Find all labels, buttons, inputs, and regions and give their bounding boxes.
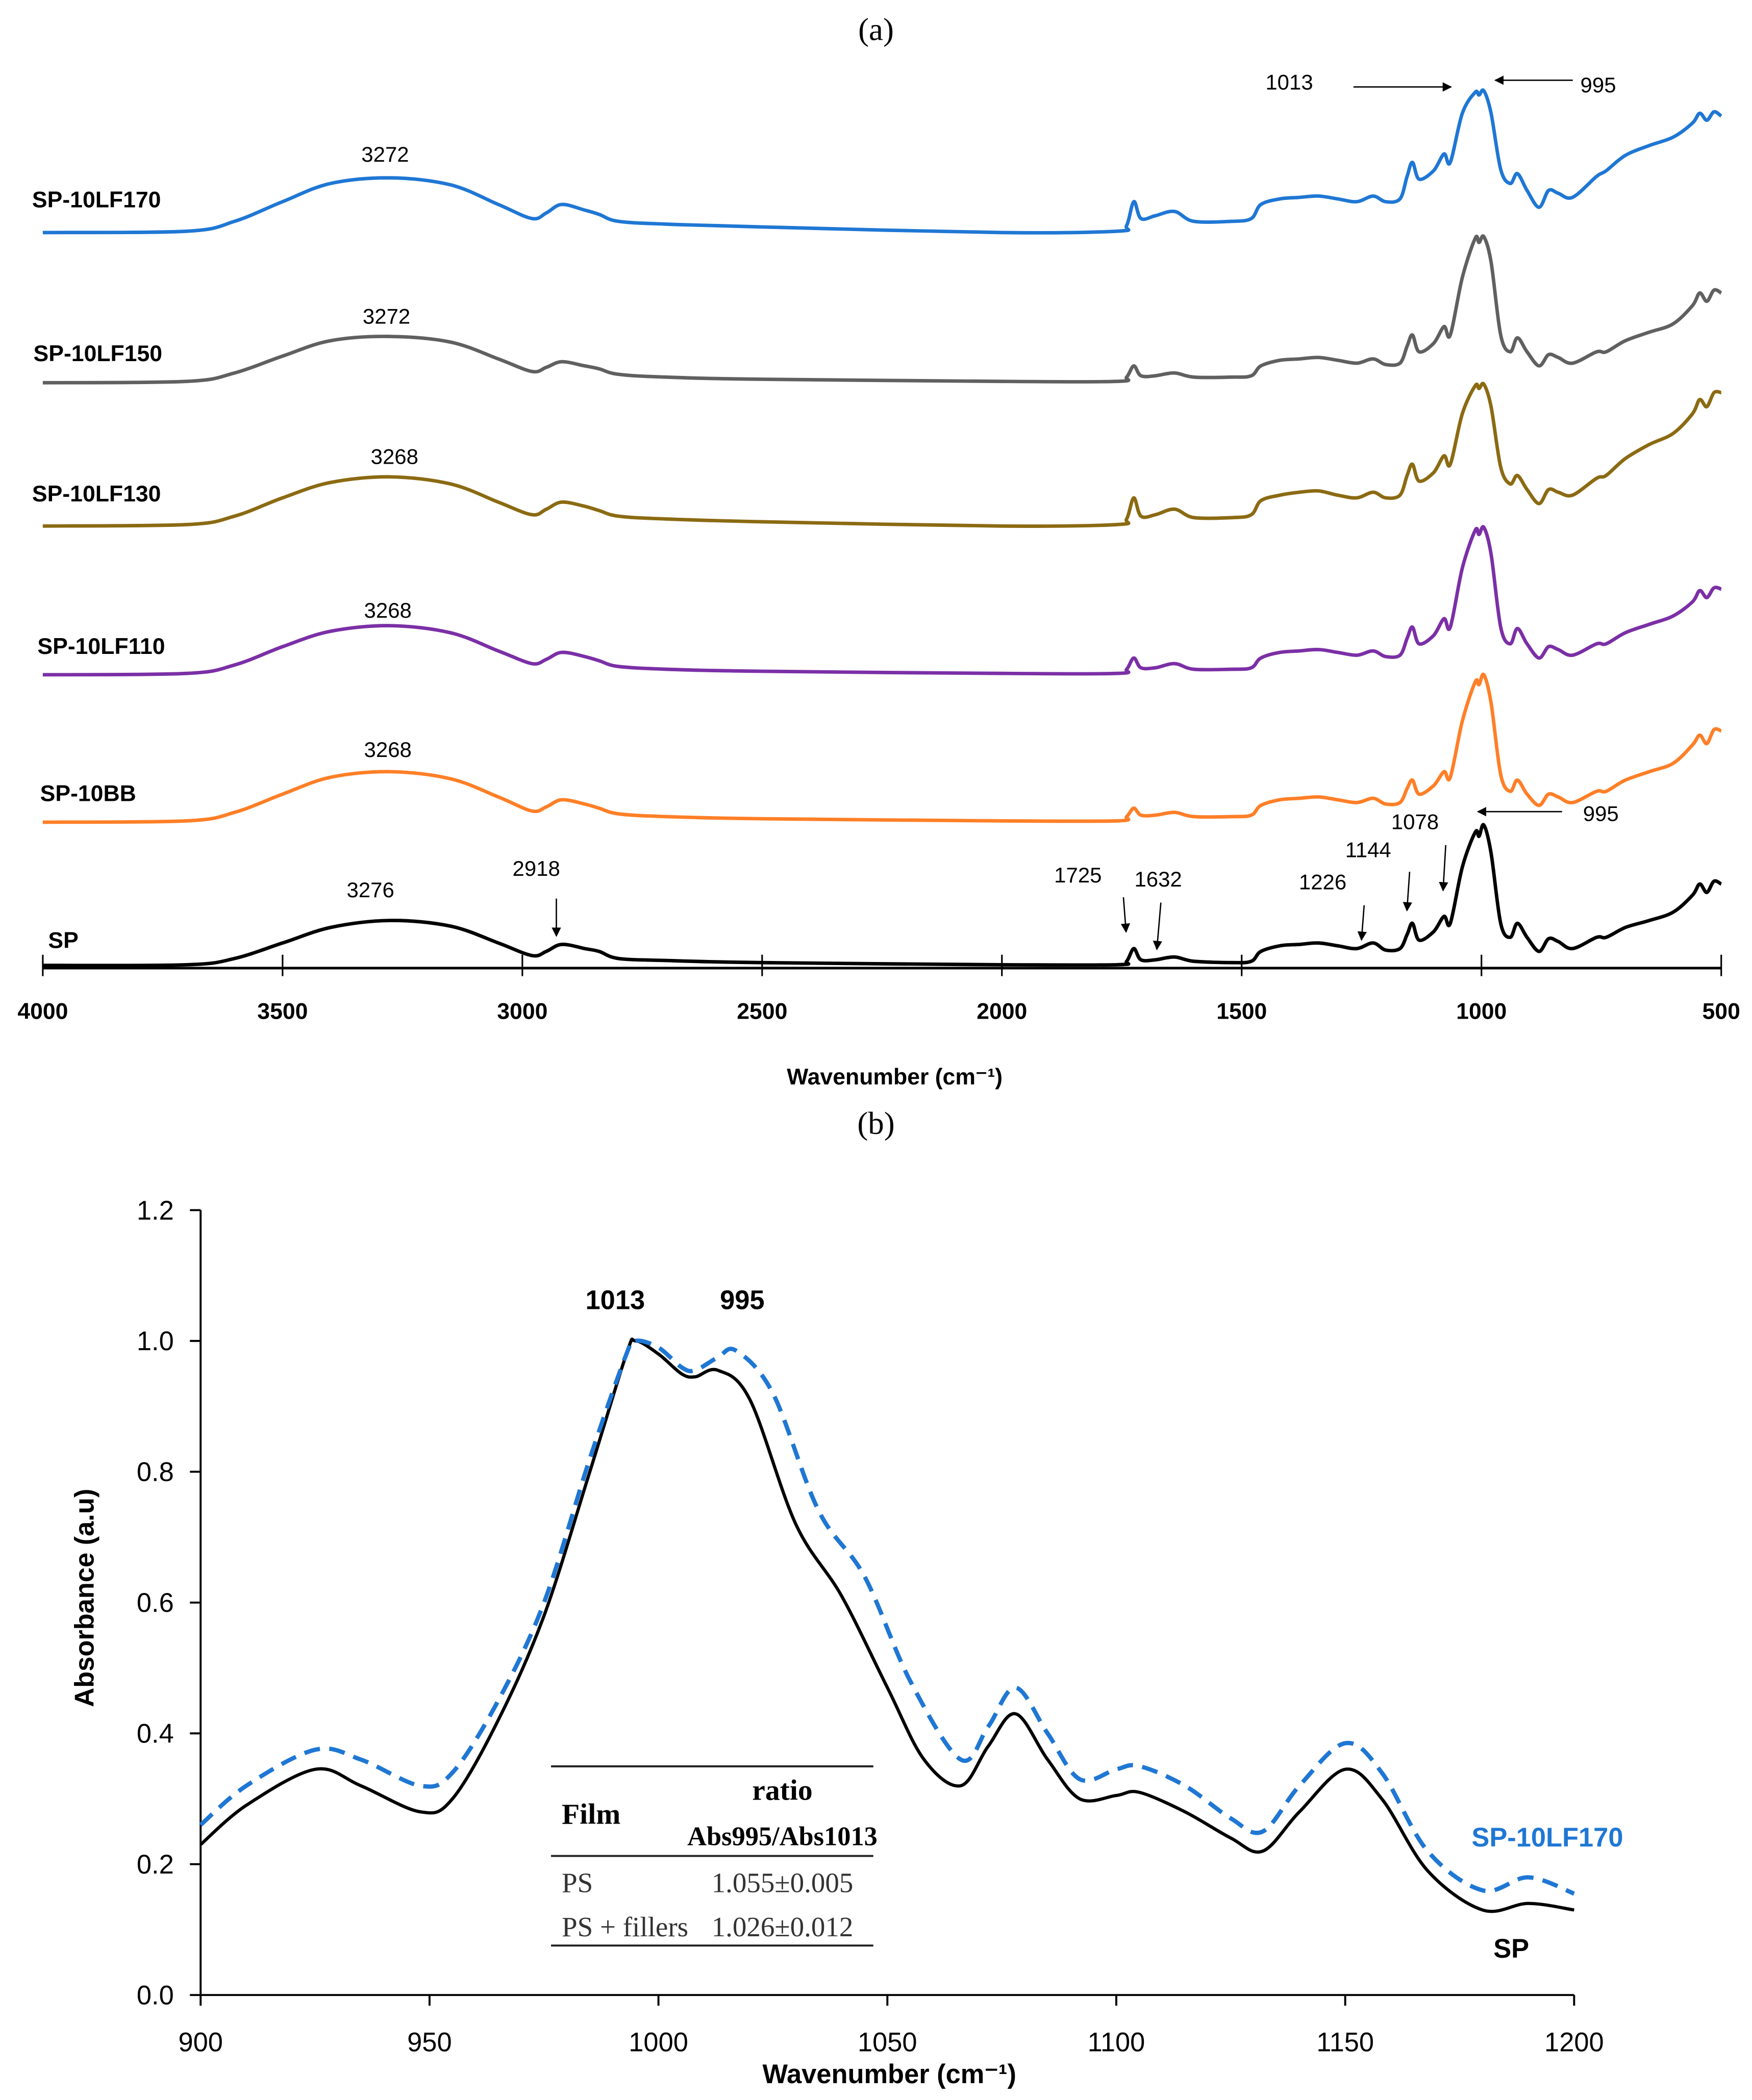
x-tick-label: 2500 — [737, 999, 787, 1024]
table-cell-film: PS + fillers — [562, 1911, 688, 1942]
series-label: SP-10LF170 — [32, 187, 161, 212]
series-label: SP-10BB — [40, 781, 136, 806]
annotation-1144: 1144 — [1345, 838, 1391, 862]
y-tick-label: 0.4 — [137, 1719, 174, 1749]
x-tick-label: 4000 — [17, 999, 68, 1024]
peak-label: 3268 — [364, 738, 412, 762]
series-label: SP — [48, 928, 78, 953]
x-tick-label: 500 — [1703, 999, 1740, 1024]
spectrum-line-sp-10lf110 — [42, 525, 1722, 677]
x-tick-label: 900 — [178, 2028, 222, 2057]
x-tick-label: 2000 — [977, 999, 1027, 1024]
y-tick-label: 1.0 — [137, 1327, 174, 1356]
annotation-1725: 1725 — [1054, 863, 1102, 887]
y-tick-label: 0.8 — [137, 1458, 174, 1487]
annotation-2918: 2918 — [513, 856, 560, 880]
spectrum-line-sp-10lf130 — [42, 382, 1722, 528]
y-tick-label: 0.2 — [137, 1850, 174, 1880]
series-label-sp: SP — [1493, 1934, 1529, 1964]
table-header-ratio: ratio — [752, 1774, 812, 1806]
peak-label-995: 995 — [720, 1285, 764, 1315]
x-tick-label: 950 — [407, 2028, 452, 2057]
x-ticks-a: 4000 3500 3000 2500 2000 1500 1000 500 — [17, 954, 1740, 1024]
arrow-icon — [1120, 897, 1131, 933]
peak-label-1013: 1013 — [586, 1285, 645, 1315]
x-tick-label: 1200 — [1544, 2028, 1604, 2057]
x-tick-label: 3000 — [497, 999, 547, 1024]
table-header-abs: Abs995/Abs1013 — [687, 1822, 878, 1852]
arrow-icon — [1357, 905, 1367, 941]
spectrum-line-sp-10lf170 — [42, 88, 1722, 235]
panel-b-label: (b) — [857, 1105, 894, 1141]
y-tick-label: 0.0 — [137, 1981, 174, 2011]
x-axis-title-a: Wavenumber (cm⁻¹) — [787, 1065, 1003, 1090]
series-label: SP-10LF130 — [32, 482, 161, 507]
panel-b: (b) 900 950 1000 1050 1100 1150 1200 0.0 0.2 0.4 0… — [70, 1105, 1623, 2089]
x-tick-label: 1150 — [1316, 2028, 1374, 2057]
annotation-1632: 1632 — [1134, 867, 1182, 891]
table-header-film: Film — [562, 1799, 620, 1831]
series-label: SP-10LF150 — [34, 341, 163, 366]
ratio-table: Film ratio Abs995/Abs1013 PS 1.055±0.005… — [551, 1765, 878, 1947]
y-tick-label: 0.6 — [137, 1588, 174, 1618]
spectrum-line-sp-10bb — [42, 672, 1722, 824]
arrow-icon — [1439, 845, 1448, 892]
series-label-sp-10lf170: SP-10LF170 — [1471, 1823, 1623, 1853]
table-cell-ratio: 1.055±0.005 — [712, 1867, 854, 1898]
annotation-1078: 1078 — [1391, 809, 1439, 833]
arrow-icon — [1403, 872, 1412, 912]
x-tick-label: 3500 — [257, 999, 308, 1024]
arrow-icon — [1153, 902, 1163, 951]
x-tick-label: 1000 — [629, 2028, 688, 2057]
annotation-995-sp: 995 — [1583, 802, 1619, 826]
peak-label: 3272 — [361, 142, 409, 166]
spectrum-line-sp-10lf150 — [42, 234, 1722, 385]
panel-b-spectra — [199, 1337, 1575, 1913]
panel-a-label: (a) — [858, 12, 894, 47]
annotation-995: 995 — [1581, 73, 1616, 97]
x-tick-label: 1050 — [858, 2028, 917, 2057]
y-tick-label: 1.2 — [137, 1196, 174, 1226]
x-tick-label: 1000 — [1456, 999, 1507, 1024]
annotation-1226: 1226 — [1299, 870, 1346, 894]
axis-ticks-b: 900 950 1000 1050 1100 1150 1200 0.0 0.2 0.4 0.6 0.… — [137, 1196, 1604, 2057]
panel-a-spectra — [42, 88, 1722, 968]
panel-a: (a) 4000 3500 3000 2500 2000 1500 1000 500 Wave… — [17, 12, 1740, 1090]
spectrum-line-sp-10lf170 — [199, 1338, 1575, 1896]
annotation-1013: 1013 — [1265, 70, 1313, 94]
y-axis-title-b: Absorbance (a.u) — [70, 1489, 99, 1707]
peak-label: 3268 — [371, 445, 418, 469]
spectrum-line-sp — [42, 823, 1722, 968]
table-cell-film: PS — [562, 1867, 593, 1898]
x-tick-label: 1100 — [1088, 2028, 1145, 2057]
peak-label: 3276 — [346, 878, 394, 902]
peak-label: 3268 — [364, 598, 412, 622]
table-cell-ratio: 1.026±0.012 — [712, 1911, 854, 1942]
peak-label: 3272 — [363, 304, 410, 328]
spectrum-line-sp — [199, 1337, 1574, 1913]
x-axis-title-b: Wavenumber (cm⁻¹) — [762, 2060, 1016, 2089]
series-label: SP-10LF110 — [37, 634, 165, 659]
x-tick-label: 1500 — [1216, 999, 1267, 1024]
